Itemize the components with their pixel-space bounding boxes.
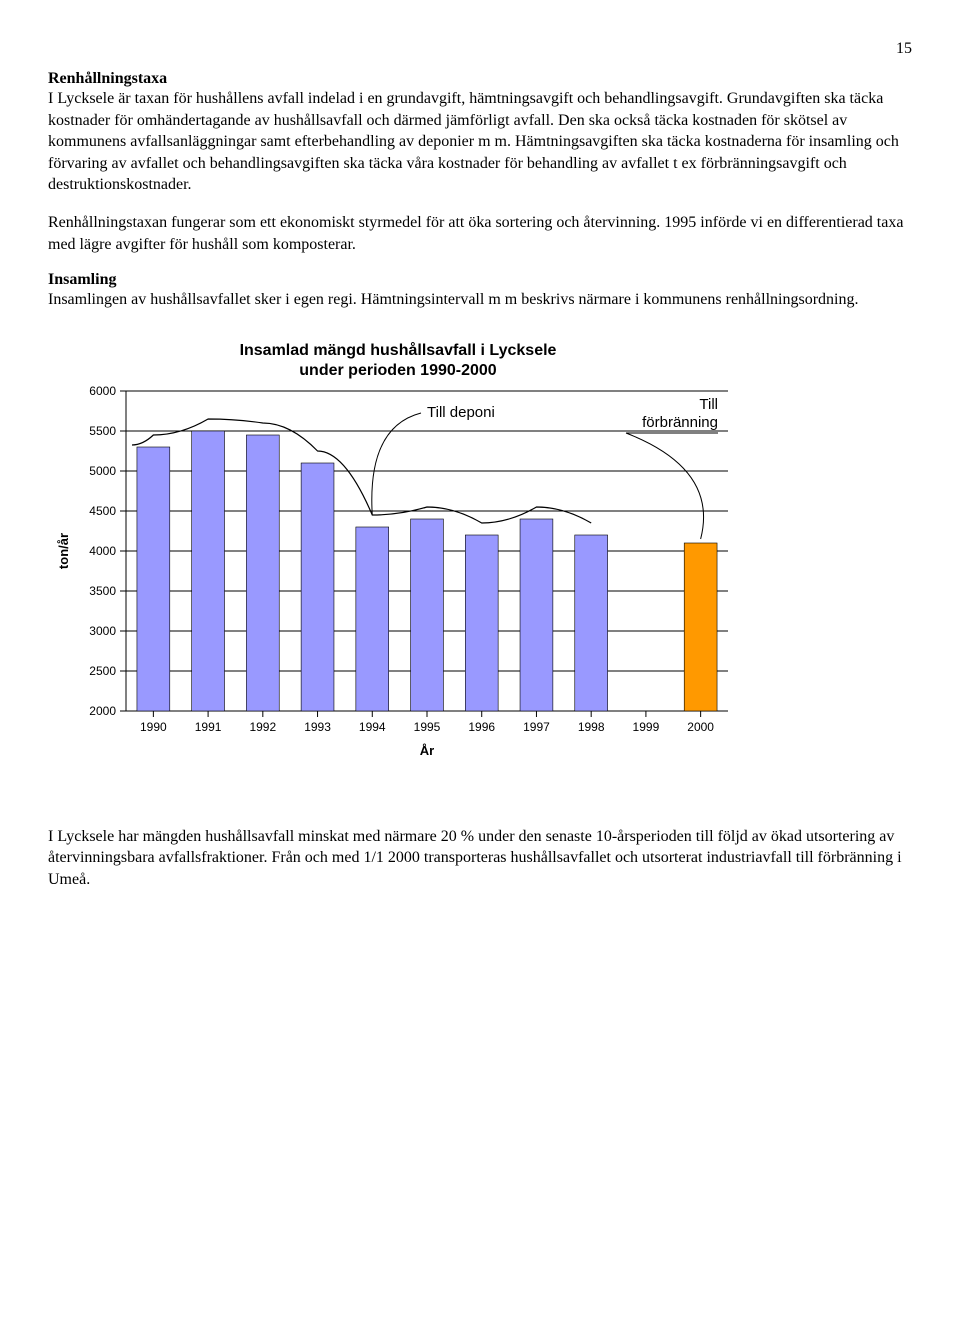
para-summary: I Lycksele har mängden hushållsavfall mi… — [48, 826, 912, 891]
svg-text:5500: 5500 — [89, 424, 116, 438]
svg-text:1991: 1991 — [195, 720, 222, 734]
svg-text:1993: 1993 — [304, 720, 331, 734]
svg-text:1992: 1992 — [249, 720, 276, 734]
svg-text:1990: 1990 — [140, 720, 167, 734]
svg-text:Till deponi: Till deponi — [427, 404, 495, 421]
para-renhallningstaxa-2: Renhållningstaxan fungerar som ett ekono… — [48, 212, 912, 255]
chart-hushallsavfall: Insamlad mängd hushållsavfall i Lycksele… — [48, 335, 912, 770]
svg-text:2500: 2500 — [89, 664, 116, 678]
svg-text:förbränning: förbränning — [642, 414, 718, 431]
svg-text:2000: 2000 — [89, 704, 116, 718]
para-insamling-1: Insamlingen av hushållsavfallet sker i e… — [48, 289, 912, 311]
svg-text:5000: 5000 — [89, 464, 116, 478]
svg-text:Insamlad mängd hushållsavfall: Insamlad mängd hushållsavfall i Lycksele — [240, 341, 557, 359]
heading-insamling: Insamling — [48, 271, 912, 289]
svg-text:ton/år: ton/år — [56, 533, 71, 569]
svg-text:3500: 3500 — [89, 584, 116, 598]
svg-text:under perioden 1990-2000: under perioden 1990-2000 — [299, 362, 497, 379]
svg-text:1997: 1997 — [523, 720, 550, 734]
svg-text:2000: 2000 — [687, 720, 714, 734]
svg-text:Till: Till — [699, 396, 718, 413]
svg-text:1996: 1996 — [468, 720, 495, 734]
svg-text:1999: 1999 — [633, 720, 660, 734]
svg-text:4500: 4500 — [89, 504, 116, 518]
heading-renhallningstaxa: Renhållningstaxa — [48, 70, 912, 88]
svg-text:6000: 6000 — [89, 384, 116, 398]
svg-text:1995: 1995 — [414, 720, 441, 734]
svg-text:År: År — [420, 743, 434, 758]
svg-text:3000: 3000 — [89, 624, 116, 638]
chart-svg: Insamlad mängd hushållsavfall i Lycksele… — [48, 335, 748, 765]
svg-text:1994: 1994 — [359, 720, 386, 734]
svg-text:1998: 1998 — [578, 720, 605, 734]
para-renhallningstaxa-1: I Lycksele är taxan för hushållens avfal… — [48, 88, 912, 196]
svg-text:4000: 4000 — [89, 544, 116, 558]
page-number: 15 — [48, 40, 912, 58]
